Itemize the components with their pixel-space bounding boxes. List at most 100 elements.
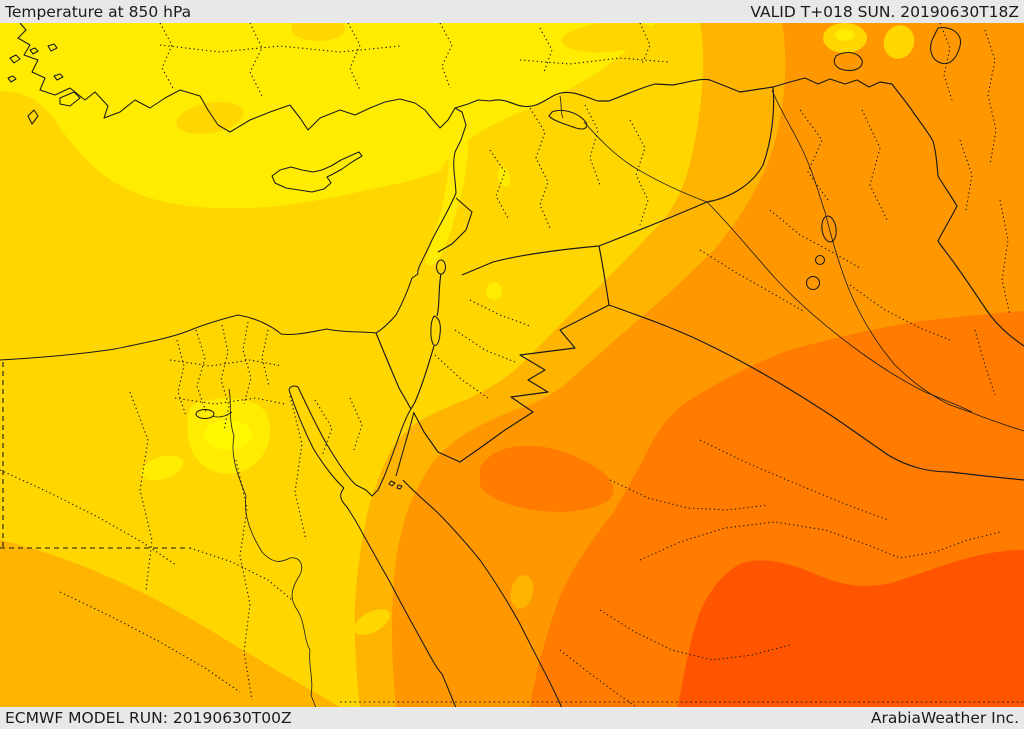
admin-iran-1 [939,22,953,101]
coast-gulf-suez-west [288,389,345,489]
border-turkey-iraq [772,77,893,88]
fill-bright-yellow-fayum [140,455,184,481]
temperature-fill-layers [0,17,1024,707]
header-strip: Temperature at 850 hPa VALID T+018 SUN. … [0,0,1024,23]
lake-assad [548,109,588,130]
lake-dead-sea [430,315,441,347]
coast-gulf-suez-head [288,385,299,391]
river-nile-fayum-branch [211,411,233,418]
fill-gold-patch-taurus [176,102,244,134]
admin-egypt-delta-6 [169,359,283,367]
island-karpathos [27,109,39,125]
border-jordan-saudi [413,304,610,463]
lake-habbaniyah [814,254,826,266]
island-tiran-1 [388,480,396,487]
fill-bright-yellow-levant-coast [425,118,469,266]
border-syria-jordan [461,245,600,276]
coast-gulf-aqaba-west [383,408,412,478]
admin-egypt-delta-5 [176,339,187,417]
fill-bright-yellow-northwest [0,23,655,209]
admin-egypt-5 [189,547,293,601]
admin-syria-2 [584,104,601,186]
lake-tharthar [821,215,837,243]
admin-turkey-2 [249,22,263,97]
coast-gulf-aqaba-east [395,411,415,477]
rivers [211,89,1024,709]
coast-hatay [454,107,467,153]
admin-egypt-delta-3 [242,321,252,405]
border-lebanon [437,197,473,253]
admin-syria-3 [629,119,649,226]
admin-turkey-4 [439,22,453,89]
admin-iran-2 [984,29,997,166]
admin-saudi-3 [599,609,791,661]
island-aegean-4 [7,75,17,83]
coast-egypt-redsea [340,487,457,709]
coast-levant-egypt [0,151,457,361]
fill-bright-spot-lebanon [497,167,511,187]
border-iraq-iran [891,83,1024,347]
lake-razzaza [805,275,821,291]
border-jordan-iraq [598,245,610,306]
border-turkey-syria [489,78,774,108]
islands-and-lakes [7,27,962,420]
admin-iraq-2 [861,109,889,223]
lake-van [833,51,863,71]
coast-turkey-south [17,22,491,133]
island-rhodes [59,91,81,107]
river-euphrates [559,95,973,413]
footer-strip: ECMWF MODEL RUN: 20190630T00Z ArabiaWeat… [0,707,1024,729]
admin-egypt-delta-1 [195,329,207,413]
branding-label: ArabiaWeather Inc. [871,709,1019,727]
fill-gold-patch-east-anatolia [562,21,658,53]
fill-bright-spot-golan [486,282,502,300]
admin-jordan-1 [469,299,531,327]
model-run-label: ECMWF MODEL RUN: 20190630T00Z [5,709,292,727]
coastlines [0,22,563,709]
fill-red-orange-blob [678,550,1024,707]
river-tigris [771,89,1024,432]
admin-turkey-6 [639,22,651,65]
border-syria-iraq [598,86,775,247]
coast-saudi-redsea [402,479,563,709]
admin-egypt-delta-4 [261,329,270,387]
admin-iraq-5 [699,249,806,313]
footer-strip-bg [0,707,1024,729]
admin-egypt-4 [289,395,307,541]
island-aegean-2 [29,47,39,55]
admin-saudi-2 [639,521,1001,561]
coast-gulf-suez-east [297,386,357,486]
admin-saudi-5 [699,439,889,521]
admin-egypt-3 [235,459,253,701]
admin-sinai-2 [349,397,363,451]
border-israel-egypt [375,332,412,410]
admin-iraq-1 [799,109,829,201]
lake-qarun [195,408,215,420]
border-israel-jordan [410,273,442,410]
fill-amber-southwest-egypt [0,540,340,707]
map-title: Temperature at 850 hPa [4,3,191,21]
fill-gold-patch-ne-2 [883,25,915,59]
border-iraq-saudi [608,304,1024,481]
fill-bright-patch-ne-core [835,29,855,41]
header-strip-bg [0,0,1024,23]
island-tiran-2 [396,484,403,490]
coast-sinai-south [355,476,385,497]
admin-egypt-1 [0,469,177,566]
admin-iraq-4 [849,284,951,341]
island-cyprus [271,151,363,193]
fill-deep-orange-tongue [480,445,614,512]
island-aegean-3 [47,43,58,52]
fill-brightest-core-delta [204,420,252,450]
admin-saudi-4 [559,649,636,707]
island-kos [53,73,64,81]
country-borders [375,77,1024,481]
island-aegean-1 [9,54,21,64]
valid-time-label: VALID T+018 SUN. 20190630T18Z [750,3,1019,21]
admin-boundaries-dotted [0,22,1024,707]
admin-egypt-2 [129,391,153,591]
fill-gold-patch-redsea-hills [353,609,391,635]
river-nile [228,388,317,709]
